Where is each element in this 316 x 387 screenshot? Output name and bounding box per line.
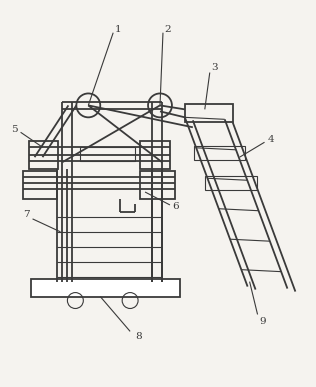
- Bar: [80, 147, 135, 161]
- Bar: [140, 171, 175, 199]
- Text: 6: 6: [173, 202, 179, 211]
- Text: 7: 7: [23, 211, 30, 219]
- Bar: [194, 146, 246, 159]
- Bar: [23, 171, 58, 199]
- Text: 1: 1: [115, 25, 121, 34]
- Bar: [205, 176, 257, 190]
- Bar: [185, 104, 233, 122]
- Text: 9: 9: [259, 317, 266, 326]
- Text: 3: 3: [211, 63, 218, 72]
- Text: 4: 4: [268, 135, 275, 144]
- Bar: [140, 141, 170, 169]
- Text: 5: 5: [11, 125, 18, 134]
- Bar: [31, 279, 180, 296]
- Text: 8: 8: [135, 332, 141, 341]
- Text: 2: 2: [165, 25, 171, 34]
- Bar: [28, 141, 58, 169]
